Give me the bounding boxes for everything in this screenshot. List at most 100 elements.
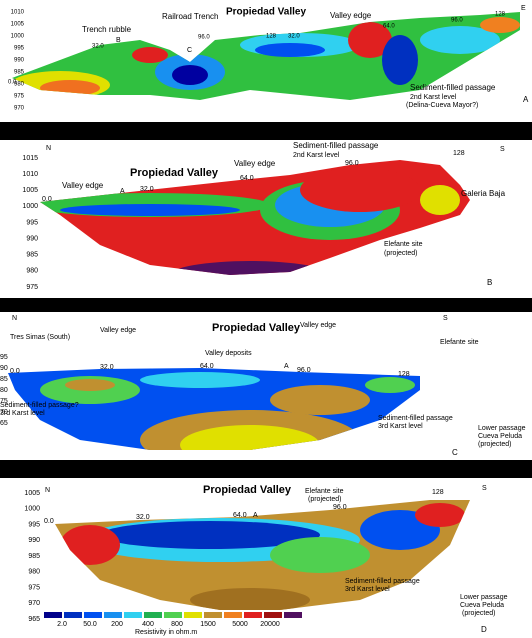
label: 3rd Karst level bbox=[0, 410, 45, 417]
label: 96.0 bbox=[451, 18, 463, 24]
legend-label: 1500 bbox=[200, 621, 216, 628]
y-tick-label: 980 bbox=[14, 82, 25, 88]
label: N bbox=[45, 487, 50, 494]
label: Elefante site bbox=[440, 339, 479, 346]
label: (projected) bbox=[308, 496, 341, 503]
y-tick-label: 970 bbox=[28, 600, 40, 607]
label: 64.0 bbox=[240, 175, 254, 182]
label: 32.0 bbox=[288, 34, 300, 40]
y-tick-label: 975 bbox=[26, 284, 38, 291]
label: Railroad Trench bbox=[162, 12, 218, 21]
label: Valley edge bbox=[330, 11, 372, 20]
label: 32.0 bbox=[140, 186, 154, 193]
y-tick-label: 990 bbox=[14, 58, 25, 64]
label: 0.0 bbox=[44, 518, 54, 525]
label: 96.0 bbox=[297, 367, 311, 374]
label: 96.0 bbox=[345, 160, 359, 167]
y-tick-label: 975 bbox=[14, 94, 25, 100]
label: Valley edge bbox=[234, 159, 276, 168]
label: Sediment-filled passage bbox=[410, 83, 496, 92]
label: 96.0 bbox=[198, 35, 210, 41]
y-tick-label: 1000 bbox=[22, 203, 38, 210]
label: (projected) bbox=[462, 610, 495, 617]
y-tick-label: 1005 bbox=[24, 490, 40, 497]
label: Lower passage bbox=[478, 425, 526, 432]
label: 128 bbox=[398, 371, 410, 378]
y-tick-label: 95 bbox=[0, 354, 8, 361]
label: Lower passage bbox=[460, 594, 508, 601]
label: B bbox=[487, 278, 492, 287]
y-tick-label: 80 bbox=[0, 387, 8, 394]
label: Tres Simas (South) bbox=[10, 334, 70, 341]
label: S bbox=[443, 315, 448, 322]
label: 32.0 bbox=[136, 514, 150, 521]
label: Valley edge bbox=[300, 322, 336, 329]
legend-label: 200 bbox=[111, 621, 123, 628]
label: A bbox=[523, 95, 529, 104]
label: 64.0 bbox=[383, 24, 395, 30]
legend-label: 2.0 bbox=[57, 621, 67, 628]
label: Valley edge bbox=[100, 327, 136, 334]
label: 2nd Karst level bbox=[410, 94, 457, 101]
label: A bbox=[120, 188, 125, 195]
y-tick-label: 980 bbox=[28, 569, 40, 576]
label: S bbox=[500, 146, 505, 153]
y-tick-label: 985 bbox=[28, 553, 40, 560]
label: Cueva Peluda bbox=[460, 602, 504, 609]
label: Trench rubble bbox=[82, 25, 132, 34]
y-tick-label: 75 bbox=[0, 398, 8, 405]
y-tick-label: 1005 bbox=[11, 22, 25, 28]
legend-label: 800 bbox=[171, 621, 183, 628]
y-tick-label: 985 bbox=[14, 70, 25, 76]
y-tick-label: 995 bbox=[28, 521, 40, 528]
label: B bbox=[116, 37, 121, 44]
label: Galeria Baja bbox=[461, 189, 506, 198]
legend-label: 20000 bbox=[260, 621, 280, 628]
y-tick-label: 1000 bbox=[24, 506, 40, 513]
y-tick-label: 1010 bbox=[22, 171, 38, 178]
label: Propiedad Valley bbox=[203, 484, 292, 496]
y-tick-label: 70 bbox=[0, 409, 8, 416]
label: Elefante site bbox=[305, 488, 344, 495]
label: N bbox=[12, 315, 17, 322]
label: 96.0 bbox=[333, 504, 347, 511]
label: Cueva Peluda bbox=[478, 433, 522, 440]
label: 128 bbox=[495, 12, 506, 18]
y-tick-label: 1010 bbox=[11, 10, 25, 16]
y-tick-label: 1000 bbox=[11, 34, 25, 40]
label: 128 bbox=[432, 489, 444, 496]
y-tick-label: 980 bbox=[26, 268, 38, 275]
label: E bbox=[521, 5, 526, 12]
label: (projected) bbox=[384, 250, 417, 257]
y-tick-label: 85 bbox=[0, 376, 8, 383]
legend-label: 400 bbox=[142, 621, 154, 628]
label: 128 bbox=[266, 34, 277, 40]
section-c bbox=[8, 368, 420, 450]
label: 32.0 bbox=[92, 44, 104, 50]
y-tick-label: 1015 bbox=[22, 155, 38, 162]
label: 32.0 bbox=[100, 364, 114, 371]
label: Elefante site bbox=[384, 241, 423, 248]
y-tick-label: 985 bbox=[26, 252, 38, 259]
label: N bbox=[46, 145, 51, 152]
label: S bbox=[482, 485, 487, 492]
y-tick-label: 1005 bbox=[22, 187, 38, 194]
y-tick-label: 995 bbox=[14, 46, 25, 52]
y-tick-label: 990 bbox=[26, 235, 38, 242]
label: C bbox=[452, 448, 458, 457]
label: 3rd Karst level bbox=[378, 423, 423, 430]
y-tick-label: 975 bbox=[28, 584, 40, 591]
y-tick-label: 90 bbox=[0, 365, 8, 372]
y-tick-label: 965 bbox=[28, 616, 40, 623]
label: (projected) bbox=[478, 441, 511, 448]
label: Valley edge bbox=[62, 181, 104, 190]
label: C bbox=[187, 47, 192, 54]
label: 0.0 bbox=[10, 368, 20, 375]
label: Sediment-filled passage bbox=[293, 141, 379, 150]
label: Sediment-filled passage? bbox=[0, 402, 79, 409]
label: 2nd Karst level bbox=[293, 152, 340, 159]
label: (Delina-Cueva Mayor?) bbox=[406, 102, 478, 109]
y-tick-label: 970 bbox=[14, 106, 25, 112]
y-tick-label: 990 bbox=[28, 537, 40, 544]
